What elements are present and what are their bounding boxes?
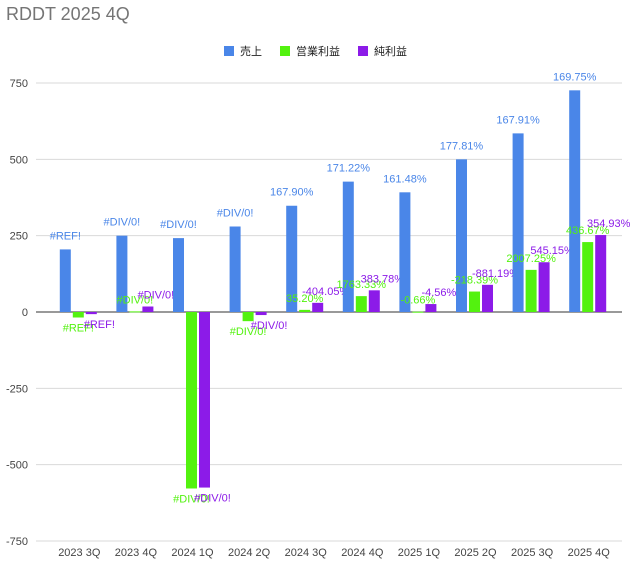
data-label: 545.15%: [530, 245, 574, 257]
legend-label: 純利益: [374, 44, 407, 58]
data-label: 167.90%: [270, 187, 314, 199]
legend-label: 売上: [240, 45, 262, 58]
y-tick-label: 0: [22, 307, 28, 319]
x-tick-label: 2023 4Q: [115, 547, 158, 559]
y-tick-label: 500: [10, 154, 28, 166]
data-label: #REF!: [50, 230, 81, 242]
bar-1[interactable]: [582, 242, 594, 312]
chart-title: RDDT 2025 4Q: [6, 4, 130, 24]
data-label: -404.05%: [302, 286, 349, 298]
bar-2[interactable]: [595, 235, 607, 312]
bar-2[interactable]: [142, 306, 154, 312]
bar-0[interactable]: [512, 133, 524, 312]
bar-2[interactable]: [312, 302, 324, 312]
bar-1[interactable]: [299, 309, 311, 312]
y-tick-label: -250: [6, 383, 28, 395]
data-label: #DIV/0!: [104, 217, 141, 229]
bar-2[interactable]: [199, 312, 210, 488]
data-label: #REF!: [84, 319, 115, 331]
data-label: 354.93%: [587, 218, 630, 230]
data-label: 167.91%: [496, 114, 540, 126]
bar-0[interactable]: [59, 249, 71, 312]
bar-1[interactable]: [525, 269, 537, 312]
bar-1[interactable]: [72, 312, 84, 318]
data-label: 2007.25%: [506, 253, 556, 265]
data-label: #DIV/0!: [251, 320, 288, 332]
bar-2[interactable]: [425, 304, 437, 312]
data-label: #DIV/0!: [194, 493, 231, 505]
data-label: #DIV/0!: [230, 326, 267, 338]
data-label: 1763.33%: [337, 279, 387, 291]
data-label: -0.66%: [400, 295, 435, 307]
bar-0[interactable]: [229, 226, 241, 312]
y-tick-label: 250: [10, 231, 28, 243]
bar-0[interactable]: [569, 90, 581, 312]
bar-0[interactable]: [116, 235, 128, 312]
bar-2[interactable]: [538, 262, 550, 312]
bar-1[interactable]: [412, 311, 424, 313]
data-label: #DIV/0!: [173, 493, 210, 505]
x-tick-label: 2024 4Q: [341, 547, 384, 559]
bar-1[interactable]: [469, 291, 480, 312]
bar-2[interactable]: [482, 284, 493, 312]
bar-2[interactable]: [255, 312, 267, 316]
bar-0[interactable]: [342, 181, 354, 312]
legend-label: 営業利益: [296, 44, 340, 58]
bar-1[interactable]: [355, 296, 367, 312]
data-label: #DIV/0!: [160, 219, 197, 231]
data-label: 35.20%: [286, 293, 324, 305]
legend-swatch: [358, 46, 368, 56]
data-label: 177.81%: [440, 140, 484, 152]
data-label: #DIV/0!: [117, 294, 154, 306]
y-tick-label: -500: [6, 460, 28, 472]
legend-swatch: [280, 46, 290, 56]
x-tick-label: 2025 4Q: [568, 547, 611, 559]
data-label: #REF!: [63, 322, 94, 334]
data-label: -4.56%: [421, 287, 456, 299]
x-tick-label: 2025 1Q: [398, 547, 441, 559]
data-label: 436.67%: [566, 225, 610, 237]
data-label: 161.48%: [383, 173, 427, 185]
bar-2[interactable]: [368, 290, 380, 312]
bar-1[interactable]: [186, 312, 197, 489]
x-tick-label: 2024 3Q: [285, 547, 328, 559]
x-tick-label: 2024 2Q: [228, 547, 271, 559]
data-label: #DIV/0!: [138, 290, 175, 302]
data-label: 171.22%: [327, 163, 371, 175]
x-tick-label: 2025 2Q: [454, 547, 497, 559]
data-label: #DIV/0!: [217, 208, 254, 220]
bar-1[interactable]: [129, 311, 141, 313]
x-tick-label: 2025 3Q: [511, 547, 554, 559]
bar-0[interactable]: [399, 192, 411, 312]
data-label: 383.78%: [361, 273, 405, 285]
data-label: -218.39%: [451, 275, 498, 287]
bar-0[interactable]: [173, 238, 184, 312]
data-label: 169.75%: [553, 71, 597, 83]
bar-2[interactable]: [85, 312, 97, 315]
bar-0[interactable]: [456, 159, 467, 312]
bar-1[interactable]: [242, 312, 254, 322]
y-tick-label: -750: [6, 536, 28, 548]
x-tick-label: 2024 1Q: [171, 547, 214, 559]
x-tick-label: 2023 3Q: [58, 547, 101, 559]
legend-swatch: [224, 46, 234, 56]
y-tick-label: 750: [10, 78, 28, 90]
bar-0[interactable]: [286, 205, 298, 312]
data-label: -881.19%: [472, 268, 519, 280]
